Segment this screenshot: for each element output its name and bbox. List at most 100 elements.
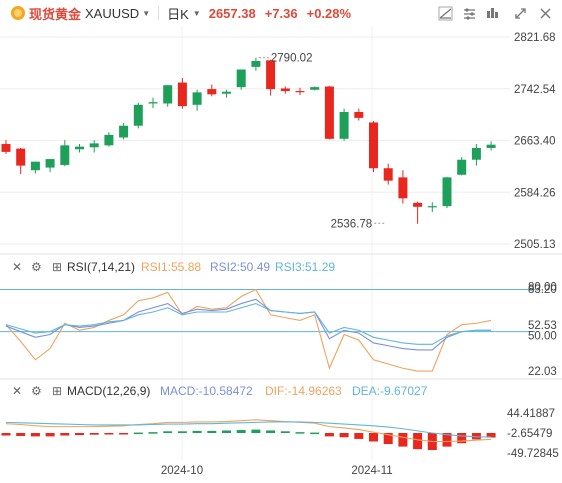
- time-axis: 2024-10 2024-11: [161, 465, 393, 477]
- gold-logo-icon: [11, 6, 25, 20]
- macd-histogram-bar: [442, 433, 452, 447]
- candle-body: [266, 60, 276, 90]
- price-tick-label: 2821.68: [514, 32, 556, 44]
- macd-histogram-bar: [369, 433, 378, 442]
- rsi-tick-label: 50.00: [528, 331, 557, 343]
- candle-body: [60, 145, 70, 165]
- candle-body: [177, 82, 187, 107]
- candle-body: [486, 144, 496, 148]
- period-caret-icon[interactable]: ▼: [192, 8, 201, 18]
- macd-histogram-bar: [398, 433, 408, 447]
- macd-histogram-bar: [60, 433, 70, 436]
- candle-body: [104, 134, 114, 146]
- macd-histogram-bar: [104, 433, 114, 435]
- candle-body: [369, 122, 378, 169]
- candle-body: [310, 87, 320, 90]
- time-tick-label: 2024-11: [351, 465, 392, 477]
- rsi-tick-label: 80.00: [528, 281, 557, 293]
- macd-tick-label: 44.41887: [507, 408, 555, 420]
- macd-histogram-bar: [192, 430, 202, 433]
- dea-value: DEA:-9.67027: [352, 384, 428, 398]
- macd-tick-label: -49.72845: [507, 448, 559, 460]
- candle-body: [280, 88, 290, 92]
- candle-body: [75, 146, 84, 150]
- candle-body: [442, 177, 452, 207]
- macd-settings-gear-icon[interactable]: ⚙: [31, 384, 42, 398]
- rsi3-value: RSI3:51.29: [275, 260, 335, 274]
- macd-histogram-bar: [413, 433, 423, 450]
- macd-histogram-bar: [310, 432, 320, 435]
- macd-histogram-bar: [295, 432, 305, 434]
- dropdown-caret-icon[interactable]: ▼: [142, 8, 151, 18]
- candle-body: [222, 91, 231, 94]
- price-tick-label: 2663.40: [514, 136, 556, 148]
- candlestick-series: [1, 57, 496, 224]
- price-change: +7.36: [264, 5, 298, 21]
- close-icon[interactable]: [538, 6, 553, 21]
- grid: [0, 26, 562, 460]
- rsi-tick-label: 83.20: [528, 284, 557, 296]
- indicator-icon[interactable]: [462, 6, 477, 21]
- expand-panel-icon[interactable]: ⊞: [52, 260, 62, 274]
- rsi-line-rsi1: [5, 288, 492, 372]
- macd-histogram-bar: [266, 430, 276, 433]
- rsi2-value: RSI2:50.49: [210, 260, 270, 274]
- rsi-tick-label: 52.53: [528, 320, 557, 332]
- macd-histogram-bar: [148, 432, 158, 434]
- candle-body: [383, 168, 393, 181]
- draw-tools-icon[interactable]: [485, 6, 500, 21]
- expand-icon[interactable]: [513, 6, 528, 21]
- candle-body: [251, 60, 261, 67]
- price-change-pct: +0.28%: [306, 5, 352, 21]
- macd-histogram-bar: [163, 431, 173, 433]
- toolbar-divider: [158, 6, 160, 20]
- period-selector[interactable]: 日K: [167, 6, 189, 22]
- rsi-line-rsi3: [5, 302, 492, 345]
- collapse-icon[interactable]: ✕: [12, 260, 22, 274]
- macd-panel: 44.41887 -2.65479 -49.72845: [1, 408, 559, 460]
- candle-body: [457, 159, 467, 175]
- candle-body: [45, 159, 55, 168]
- candle-body: [413, 202, 423, 207]
- dif-line: [5, 419, 492, 443]
- dif-value: DIF:-14.96263: [265, 384, 342, 398]
- last-price: 2657.38: [208, 5, 256, 21]
- candle-body: [30, 161, 40, 171]
- macd-histogram-bar: [119, 433, 129, 435]
- macd-histogram-bar: [236, 430, 246, 433]
- candle-body: [163, 85, 173, 104]
- chart-type-icon[interactable]: [438, 6, 453, 21]
- candle-body: [339, 111, 349, 139]
- macd-expand-panel-icon[interactable]: ⊞: [52, 384, 62, 398]
- candle-body: [148, 102, 158, 104]
- high-price-annotation: 2790.02: [271, 53, 313, 65]
- macd-histogram-bar: [324, 433, 334, 437]
- candle-body: [119, 125, 129, 138]
- settings-gear-icon[interactable]: ⚙: [31, 260, 42, 274]
- macd-histogram-bar: [207, 430, 217, 433]
- candle-body: [236, 69, 246, 88]
- candle-body: [354, 111, 364, 118]
- macd-histogram-bar: [339, 433, 349, 438]
- rsi-title: RSI(7,14,21): [67, 260, 135, 274]
- symbol-name[interactable]: 现货黄金: [29, 6, 82, 22]
- toolbar: 现货黄金 XAUUSD ▼ 日K ▼ 2657.38 +7.36 +0.28%: [0, 0, 562, 26]
- macd-histogram-bar: [471, 433, 481, 440]
- macd-histogram-bar: [457, 433, 467, 444]
- macd-histogram-bar: [354, 433, 364, 439]
- macd-value: MACD:-10.58472: [160, 384, 253, 398]
- macd-header: ✕ ⚙ ⊞ MACD(12,26,9) MACD:-10.58472 DIF:-…: [12, 384, 428, 398]
- macd-histogram-bar: [177, 431, 187, 433]
- macd-histogram-bar: [486, 433, 496, 438]
- symbol-code[interactable]: XAUUSD: [85, 5, 140, 21]
- price-tick-label: 2742.54: [514, 84, 556, 96]
- candle-body: [427, 206, 437, 208]
- candle-body: [1, 144, 11, 152]
- macd-histogram-bar: [45, 433, 55, 437]
- macd-collapse-icon[interactable]: ✕: [12, 384, 22, 398]
- rsi-header: ✕ ⚙ ⊞ RSI(7,14,21) RSI1:55.88 RSI2:50.49…: [12, 260, 335, 274]
- candle-body: [192, 92, 202, 105]
- price-tick-label: 2584.26: [514, 187, 556, 199]
